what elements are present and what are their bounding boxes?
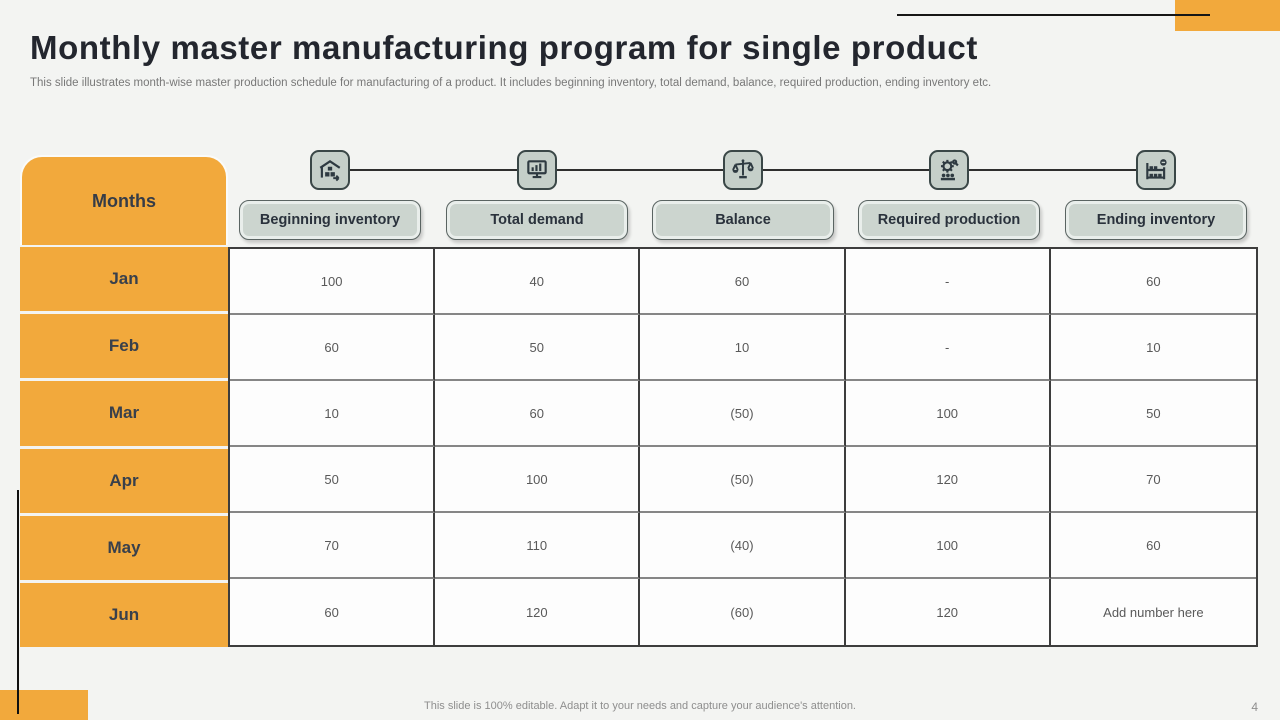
table-cell: (50) (640, 447, 846, 513)
table-cell: 60 (435, 381, 641, 447)
table-cell: 120 (845, 447, 1051, 513)
data-table: 100 40 60 - 60 60 50 10 - 10 10 60 (50) … (228, 247, 1258, 647)
table-cell: 10 (1050, 315, 1256, 381)
table-cell: 60 (230, 315, 436, 381)
month-label-jan: Jan (20, 247, 228, 312)
table-cell: - (845, 315, 1051, 381)
table-cell: 60 (230, 579, 436, 645)
table-cell: 50 (230, 447, 436, 513)
table-cell: 60 (640, 249, 846, 315)
table-cell: 60 (1050, 513, 1256, 579)
month-label-mar: Mar (20, 381, 228, 446)
table-cell: 60 (1050, 249, 1256, 315)
top-decor-line (897, 14, 1210, 16)
top-right-accent-bar (1175, 0, 1280, 31)
shelf-minus-icon (1136, 150, 1176, 190)
table-cell: 120 (435, 579, 641, 645)
scales-icon (723, 150, 763, 190)
table-cell: 110 (435, 513, 641, 579)
table-cell: 50 (1050, 381, 1256, 447)
table-cell: 120 (846, 579, 1051, 645)
footer-note: This slide is 100% editable. Adapt it to… (424, 700, 856, 712)
table-cell: - (845, 249, 1051, 315)
column-header-beginning-inventory[interactable]: Beginning inventory (239, 200, 421, 240)
page-title: Monthly master manufacturing program for… (30, 29, 978, 66)
table-cell: (60) (640, 579, 846, 645)
table-cell: 70 (1050, 447, 1256, 513)
month-label-jun: Jun (20, 582, 228, 648)
bottom-left-accent-bar (0, 690, 88, 720)
table-cell: 50 (435, 315, 641, 381)
column-header-ending-inventory[interactable]: Ending inventory (1065, 200, 1247, 240)
table-cell: 100 (230, 249, 436, 315)
warehouse-icon (310, 150, 350, 190)
table-cell: 100 (435, 447, 641, 513)
table-cell: (40) (640, 513, 846, 579)
column-header-total-demand[interactable]: Total demand (446, 200, 628, 240)
page-number: 4 (1251, 700, 1258, 714)
months-column: Jan Feb Mar Apr May Jun (20, 247, 228, 648)
gear-production-icon (929, 150, 969, 190)
column-header-balance[interactable]: Balance (652, 200, 834, 240)
table-cell: 10 (230, 381, 436, 447)
table-cell: 40 (435, 249, 641, 315)
column-header-required-production[interactable]: Required production (858, 200, 1040, 240)
table-cell: 100 (845, 381, 1051, 447)
month-label-feb: Feb (20, 314, 228, 379)
page-subtitle: This slide illustrates month-wise master… (30, 77, 992, 89)
table-cell: (50) (640, 381, 846, 447)
month-label-apr: Apr (20, 448, 228, 513)
months-header-label: Months (92, 190, 156, 211)
monitor-chart-icon (517, 150, 557, 190)
table-cell: 70 (230, 513, 436, 579)
bottom-left-decor-line (17, 490, 19, 714)
months-header: Months (20, 155, 228, 245)
table-cell: 100 (845, 513, 1051, 579)
table-cell: 10 (640, 315, 846, 381)
month-label-may: May (20, 515, 228, 580)
add-number-placeholder[interactable]: Add number here (1103, 604, 1204, 620)
